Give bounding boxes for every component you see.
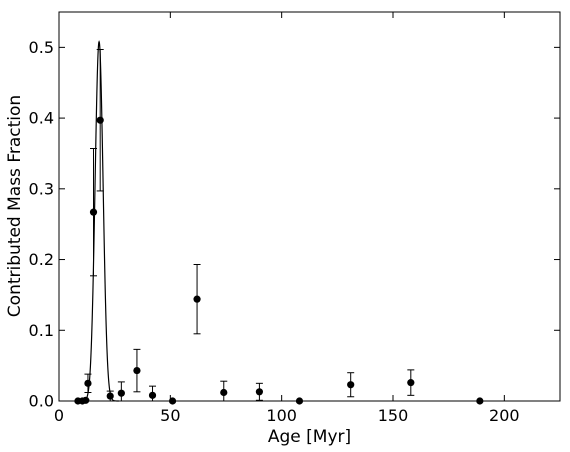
data-point [133, 366, 141, 375]
data-point [476, 397, 484, 405]
y-tick-label: 0.1 [29, 321, 54, 340]
data-point [82, 396, 90, 404]
x-tick-label: 0 [54, 406, 64, 425]
data-point [96, 116, 104, 124]
x-tick-label: 150 [378, 406, 409, 425]
data-point [295, 397, 304, 405]
x-tick-label: 50 [160, 406, 180, 425]
data-point [193, 295, 201, 303]
data-point [84, 379, 92, 387]
x-axis-label: Age [Myr] [268, 427, 351, 447]
points-layer [74, 48, 484, 405]
y-tick-label: 0.3 [29, 179, 54, 198]
data-point [89, 208, 98, 216]
data-point [255, 388, 263, 396]
x-tick-label: 100 [266, 406, 297, 425]
ticks-layer: 0 50 100 150 200 0.0 0.1 0.2 0.3 0.4 0.5 [29, 12, 560, 425]
x-tick-label: 200 [489, 406, 520, 425]
fit-layer [79, 40, 119, 402]
gaussian-fit-curve [79, 40, 119, 402]
data-point [407, 379, 415, 387]
data-point [117, 389, 125, 397]
y-tick-label: 0.0 [29, 392, 54, 411]
y-axis-label: Contributed Mass Fraction [5, 95, 25, 317]
data-point [347, 381, 355, 389]
y-tick-label: 0.2 [29, 250, 54, 269]
y-tick-label: 0.5 [29, 38, 54, 57]
plot-area [58, 11, 561, 402]
y-tick-label: 0.4 [29, 109, 54, 128]
data-point [148, 391, 157, 399]
data-point [106, 392, 114, 400]
data-point [220, 388, 228, 397]
